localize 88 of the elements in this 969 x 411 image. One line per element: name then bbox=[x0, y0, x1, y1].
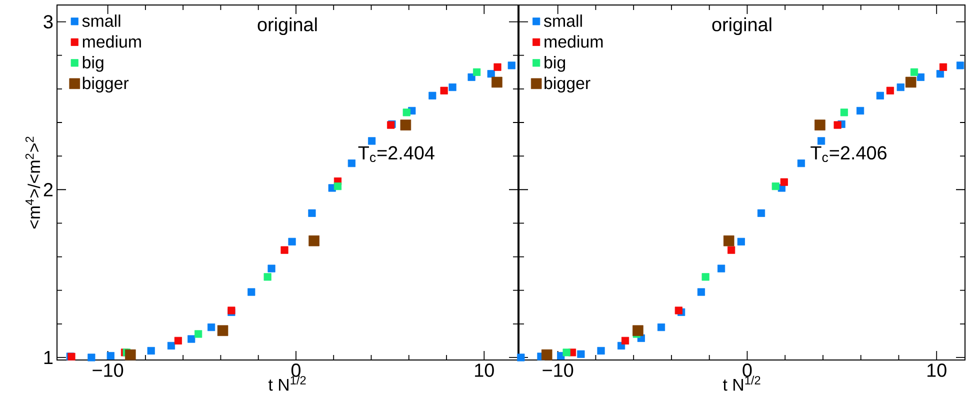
point bbox=[468, 73, 476, 81]
point bbox=[280, 246, 288, 254]
x-tick-label: 10 bbox=[475, 364, 494, 377]
y-axis-title: <m$^{4}$>/<m$^{2}$>$^{2}$ bbox=[25, 136, 40, 229]
annotation: T$_{c}$=2.406 bbox=[810, 146, 886, 162]
x-tick-label: −10 bbox=[92, 364, 124, 377]
point bbox=[657, 323, 666, 332]
point bbox=[106, 352, 114, 360]
point bbox=[194, 330, 202, 338]
point bbox=[288, 238, 296, 246]
point bbox=[473, 68, 481, 76]
point bbox=[248, 288, 256, 296]
point bbox=[597, 346, 605, 355]
point bbox=[494, 63, 502, 71]
point bbox=[886, 86, 894, 94]
point bbox=[936, 70, 944, 78]
point bbox=[334, 182, 342, 190]
point bbox=[577, 350, 585, 358]
point bbox=[814, 120, 826, 130]
point bbox=[174, 336, 182, 344]
legend-label: medium bbox=[82, 35, 141, 48]
point bbox=[840, 108, 848, 116]
point bbox=[697, 288, 705, 296]
point bbox=[308, 235, 320, 246]
point bbox=[88, 354, 96, 362]
point bbox=[939, 63, 948, 71]
point bbox=[834, 121, 842, 129]
y-tick-label: 2 bbox=[44, 183, 53, 196]
point bbox=[728, 246, 736, 254]
x-tick-label: 0 bbox=[291, 364, 300, 377]
point bbox=[674, 306, 682, 314]
x-axis-title: t N$^{1/2}$ bbox=[722, 376, 760, 391]
point bbox=[797, 159, 805, 168]
point bbox=[723, 235, 734, 246]
point bbox=[348, 159, 356, 168]
point bbox=[541, 349, 552, 360]
point bbox=[268, 264, 276, 272]
legend-label: medium bbox=[544, 35, 603, 48]
point bbox=[817, 137, 826, 145]
point bbox=[147, 346, 155, 355]
point bbox=[402, 108, 410, 116]
point bbox=[780, 178, 788, 186]
point bbox=[448, 83, 456, 92]
x-tick-label: 0 bbox=[742, 364, 752, 377]
point bbox=[876, 92, 884, 100]
annotation: T$_{c}$=2.404 bbox=[358, 146, 434, 162]
point bbox=[400, 120, 412, 130]
x-tick-label: 10 bbox=[928, 364, 946, 377]
point bbox=[207, 323, 216, 332]
point bbox=[896, 83, 904, 92]
point bbox=[910, 68, 918, 76]
point bbox=[856, 106, 864, 115]
legend-label: small bbox=[82, 14, 120, 27]
legend-label: small bbox=[544, 14, 582, 27]
point bbox=[737, 238, 745, 246]
x-axis-title: t N$^{1/2}$ bbox=[268, 376, 306, 391]
text: original bbox=[712, 17, 772, 36]
point bbox=[632, 325, 644, 336]
point bbox=[188, 335, 196, 343]
point bbox=[517, 354, 525, 362]
point bbox=[368, 137, 376, 145]
y-tick-label: 1 bbox=[44, 350, 53, 364]
point bbox=[440, 86, 448, 94]
point bbox=[757, 209, 766, 217]
legend-label: big bbox=[82, 56, 104, 72]
legend-label: bigger bbox=[544, 76, 590, 93]
point bbox=[702, 273, 710, 281]
point bbox=[916, 73, 924, 81]
point bbox=[621, 336, 630, 344]
point bbox=[124, 349, 136, 360]
point bbox=[487, 70, 495, 78]
point bbox=[264, 273, 272, 281]
point bbox=[167, 342, 176, 350]
y-tick-label: 3 bbox=[44, 15, 53, 28]
point bbox=[562, 348, 570, 356]
point bbox=[428, 92, 436, 100]
text: original bbox=[258, 17, 317, 36]
point bbox=[508, 62, 516, 70]
point bbox=[308, 209, 316, 217]
point bbox=[217, 325, 228, 336]
legend-label: big bbox=[544, 56, 566, 72]
legend-label: bigger bbox=[82, 76, 129, 93]
point bbox=[956, 62, 964, 70]
point bbox=[772, 182, 780, 190]
point bbox=[492, 76, 502, 88]
point bbox=[905, 76, 916, 88]
x-tick-label: −10 bbox=[542, 364, 574, 377]
point bbox=[717, 264, 726, 272]
